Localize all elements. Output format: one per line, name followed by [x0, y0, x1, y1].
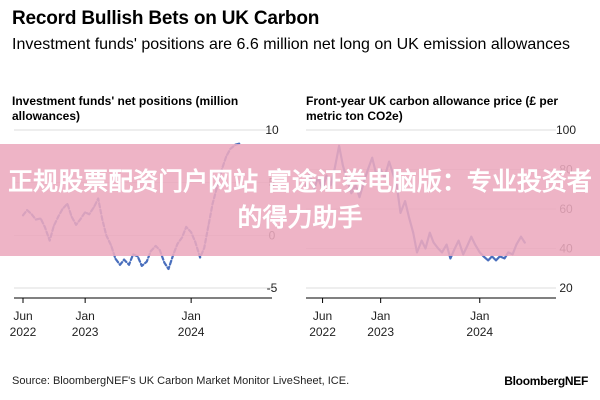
chart-subtitle: Investment funds' positions are 6.6 mill…: [12, 36, 571, 53]
left-panel-title: Investment funds' net positions (million…: [12, 94, 239, 123]
x-tick-label: Jun: [13, 309, 32, 323]
x-tick-year-label: 2022: [309, 325, 336, 339]
data-point: [128, 263, 130, 266]
x-tick-year-label: 2024: [178, 325, 205, 339]
x-tick-label: Jan: [75, 309, 94, 323]
x-tick-year-label: 2022: [10, 325, 37, 339]
data-point: [495, 259, 497, 262]
x-tick-label: Jan: [181, 309, 200, 323]
y-tick-label: 100: [556, 123, 576, 137]
data-point: [114, 257, 117, 260]
data-point: [140, 264, 143, 267]
y-tick-label: 10: [265, 123, 279, 137]
data-point: [487, 259, 490, 262]
overlay-banner-text: 正规股票配资门户网站 富途证券电脑版：专业投资者的得力助手: [8, 167, 592, 232]
data-point: [163, 261, 166, 264]
data-point: [123, 258, 125, 261]
right-panel-title: Front-year UK carbon allowance price (£ …: [306, 94, 559, 123]
chart-title: Record Bullish Bets on UK Carbon: [12, 8, 320, 29]
x-tick-label: Jan: [470, 309, 489, 323]
data-point: [199, 256, 202, 259]
data-point: [145, 260, 148, 263]
x-tick-year-label: 2023: [72, 325, 99, 339]
data-point: [119, 263, 121, 266]
y-tick-label: -5: [267, 281, 278, 295]
data-point: [503, 257, 506, 260]
overlay-banner: [0, 144, 600, 256]
source-note: Source: BloombergNEF's UK Carbon Market …: [12, 375, 350, 387]
data-point: [449, 257, 452, 260]
x-tick-label: Jun: [313, 309, 332, 323]
brand-logo: BloombergNEF: [504, 374, 588, 388]
data-point: [167, 268, 170, 270]
x-tick-year-label: 2024: [466, 325, 493, 339]
y-tick-label: 20: [559, 281, 573, 295]
x-tick-label: Jan: [371, 309, 390, 323]
x-tick-year-label: 2023: [367, 325, 394, 339]
